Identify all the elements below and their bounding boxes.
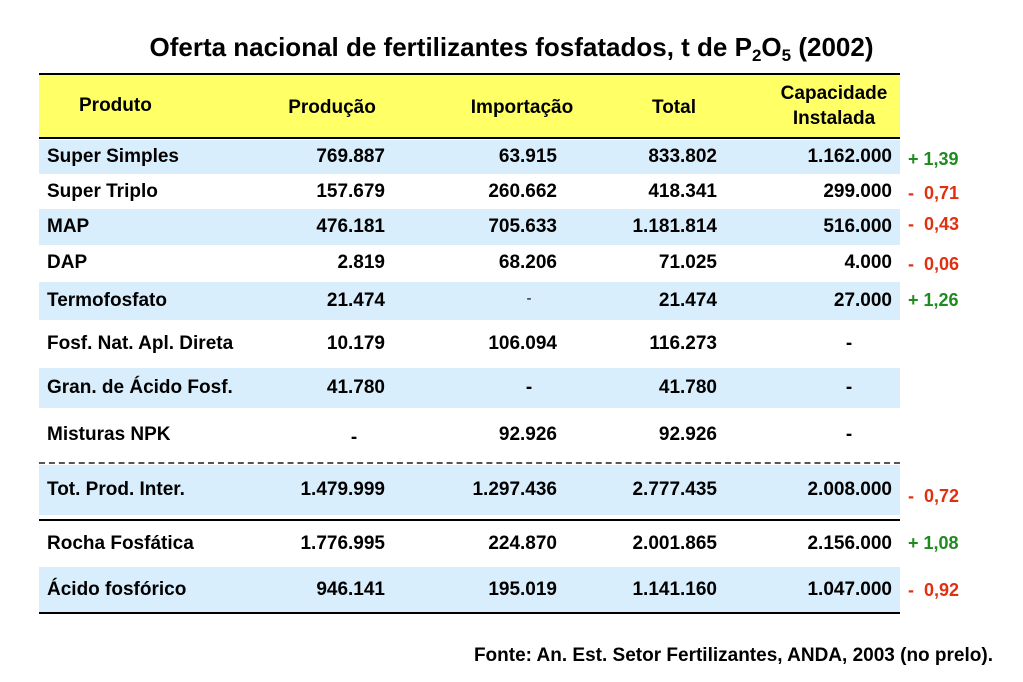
cell-producao: 2.819 [337, 252, 385, 273]
table-header-bottomline [39, 137, 900, 139]
cell-importacao: 1.297.436 [472, 479, 557, 500]
cell-capacidade: 27.000 [833, 290, 892, 311]
cell-importacao: - [525, 377, 533, 398]
cell-capacidade: - [845, 377, 853, 398]
cell-producao: 476.181 [316, 216, 385, 237]
ratio-value: - 0,71 [908, 183, 960, 203]
ratio-value: - 0,72 [908, 486, 960, 506]
cell-importacao: 705.633 [488, 216, 557, 237]
cell-total: 2.777.435 [632, 479, 717, 500]
cell-importacao: 106.094 [488, 333, 557, 354]
cell-total: 1.141.160 [632, 578, 717, 600]
header-produto: Produto [79, 95, 152, 116]
cell-capacidade: 299.000 [823, 181, 892, 202]
header-producao: Produção [288, 97, 376, 118]
ratio-value: + 1,39 [908, 149, 959, 169]
cell-capacidade: 2.156.000 [807, 533, 892, 554]
cell-producao: - [350, 427, 358, 448]
cell-producao: 10.179 [326, 333, 385, 354]
cell-total: 21.474 [658, 290, 717, 311]
cell-total: 41.780 [658, 377, 717, 398]
cell-produto: DAP [47, 252, 88, 273]
table-row: Fosf. Nat. Apl. Direta 10.179 106.094 116.2… [39, 320, 900, 368]
table-row: Gran. de Ácido Fosf. 41.780 - 41.780 - [39, 368, 900, 408]
source-note: Fonte: An. Est. Setor Fertilizantes, AND… [473, 645, 993, 666]
ratio-value: + 1,26 [908, 290, 959, 310]
ratio-value: + 1,08 [908, 533, 959, 553]
table-header-topline [39, 73, 900, 75]
table-row: Rocha Fosfática 1.776.995 224.870 2.001.865… [39, 521, 900, 567]
table-row: Super Simples 769.887 63.915 833.802 1.162.0… [39, 140, 900, 174]
cell-importacao: 195.019 [488, 578, 557, 600]
cell-producao: 1.479.999 [300, 479, 385, 500]
header-capacidade-line2: Instalada [792, 108, 876, 129]
cell-produto: Rocha Fosfática [47, 533, 194, 554]
cell-importacao: 63.915 [498, 146, 557, 167]
table-row: DAP 2.819 68.206 71.025 4.000 [39, 245, 900, 281]
cell-produto: MAP [47, 216, 90, 237]
cell-producao: 946.141 [316, 578, 385, 600]
cell-produto: Super Simples [47, 146, 179, 167]
table-row: Termofosfato 21.474 - 21.474 27.000 [39, 282, 900, 320]
table-dashed-divider [39, 462, 900, 464]
cell-importacao: 68.206 [498, 252, 557, 273]
cell-capacidade: - [845, 424, 853, 445]
cell-total: 71.025 [658, 252, 717, 273]
cell-produto: Ácido fosfórico [47, 578, 187, 600]
cell-total: 116.273 [649, 333, 717, 354]
table-bottomline [39, 612, 900, 614]
cell-producao: 21.474 [326, 290, 385, 311]
cell-capacidade: 1.162.000 [807, 146, 892, 167]
cell-produto: Misturas NPK [47, 424, 171, 445]
cell-capacidade: 1.047.000 [807, 578, 892, 600]
cell-produto: Tot. Prod. Inter. [47, 479, 185, 500]
header-total: Total [652, 97, 696, 118]
table-header: Produto Produção Importação Total Capaci… [39, 75, 900, 137]
header-capacidade-line1: Capacidade [780, 83, 888, 104]
cell-produto: Fosf. Nat. Apl. Direta [47, 333, 234, 354]
cell-importacao: 260.662 [488, 181, 557, 202]
cell-capacidade: - [845, 333, 853, 354]
table-row: MAP 476.181 705.633 1.181.814 516.000 [39, 209, 900, 245]
table-row: Misturas NPK - 92.926 92.926 - [39, 408, 900, 462]
page-title: Oferta nacional de fertilizantes fosfata… [149, 32, 874, 65]
cell-importacao: 224.870 [488, 533, 557, 554]
cell-produto: Gran. de Ácido Fosf. [47, 377, 233, 398]
cell-produto: Termofosfato [47, 290, 167, 311]
cell-total: 2.001.865 [632, 533, 717, 554]
cell-importacao: 92.926 [498, 424, 557, 445]
cell-total: 92.926 [658, 424, 717, 445]
table-row: Super Triplo 157.679 260.662 418.341 299.000 [39, 176, 900, 208]
table-row: Tot. Prod. Inter. 1.479.999 1.297.436 2.777… [39, 465, 900, 515]
cell-total: 833.802 [648, 146, 717, 167]
cell-produto: Super Triplo [47, 181, 158, 202]
ratio-value: - 0,92 [908, 580, 960, 600]
cell-importacao: - [526, 290, 532, 307]
table-divider [39, 519, 900, 521]
cell-producao: 769.887 [316, 146, 385, 167]
ratio-value: - 0,06 [908, 254, 960, 274]
cell-capacidade: 4.000 [844, 252, 892, 273]
table-row: Ácido fosfórico 946.141 195.019 1.141.160 1.… [39, 567, 900, 612]
cell-producao: 41.780 [326, 377, 385, 398]
cell-producao: 1.776.995 [300, 533, 385, 554]
ratio-value: - 0,43 [908, 214, 960, 234]
cell-capacidade: 516.000 [823, 216, 892, 237]
cell-producao: 157.679 [316, 181, 385, 202]
cell-capacidade: 2.008.000 [807, 479, 892, 500]
cell-total: 418.341 [648, 181, 717, 202]
header-importacao: Importação [470, 97, 574, 118]
cell-total: 1.181.814 [632, 216, 717, 237]
